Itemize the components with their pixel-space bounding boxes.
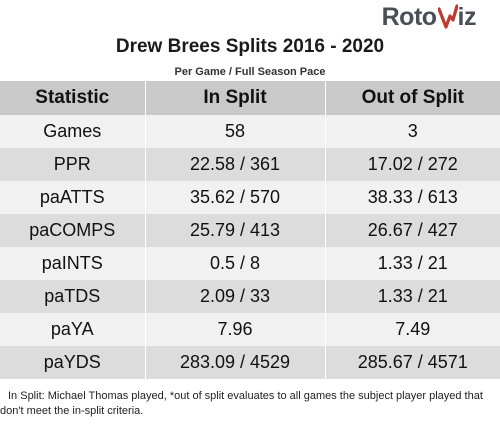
statistic-cell: paATTS [0, 181, 146, 214]
rotoviz-logo: Roto iz [381, 2, 477, 32]
statistic-cell: Games [0, 115, 146, 148]
in-split-cell: 58 [145, 115, 326, 148]
logo-text-left: Roto [381, 2, 437, 31]
out-of-split-cell: 3 [325, 115, 500, 148]
in-split-cell: 22.58 / 361 [145, 148, 326, 181]
column-header-in-split: In Split [145, 81, 326, 115]
statistic-cell: paYDS [0, 346, 146, 379]
table-header-row: Statistic In Split Out of Split [0, 81, 500, 115]
in-split-cell: 2.09 / 33 [145, 280, 326, 313]
out-of-split-cell: 1.33 / 21 [325, 247, 500, 280]
out-of-split-cell: 38.33 / 613 [325, 181, 500, 214]
out-of-split-cell: 1.33 / 21 [325, 280, 500, 313]
footnote: In Split: Michael Thomas played, *out of… [0, 390, 483, 417]
statistic-cell: paYA [0, 313, 146, 346]
statistic-cell: paINTS [0, 247, 146, 280]
logo-text-right: iz [457, 2, 477, 31]
table-row: paCOMPS 25.79 / 413 26.67 / 427 [0, 214, 500, 247]
out-of-split-cell: 17.02 / 272 [325, 148, 500, 181]
page-subtitle: Per Game / Full Season Pace [174, 66, 326, 78]
statistic-cell: paTDS [0, 280, 146, 313]
out-of-split-cell: 7.49 [325, 313, 500, 346]
table-row: paTDS 2.09 / 33 1.33 / 21 [0, 280, 500, 313]
page-title: Drew Brees Splits 2016 - 2020 [115, 36, 385, 57]
in-split-cell: 283.09 / 4529 [145, 346, 326, 379]
table-row: paYA 7.96 7.49 [0, 313, 500, 346]
table-row: paYDS 283.09 / 4529 285.67 / 4571 [0, 346, 500, 379]
in-split-cell: 7.96 [145, 313, 326, 346]
table-row: Games 58 3 [0, 115, 500, 148]
table-row: paINTS 0.5 / 8 1.33 / 21 [0, 247, 500, 280]
in-split-cell: 0.5 / 8 [145, 247, 326, 280]
statistic-cell: paCOMPS [0, 214, 146, 247]
in-split-cell: 25.79 / 413 [145, 214, 326, 247]
out-of-split-cell: 285.67 / 4571 [325, 346, 500, 379]
statistic-cell: PPR [0, 148, 146, 181]
column-header-statistic: Statistic [0, 81, 146, 115]
in-split-cell: 35.62 / 570 [145, 181, 326, 214]
column-header-out-of-split: Out of Split [325, 81, 500, 115]
table-row: PPR 22.58 / 361 17.02 / 272 [0, 148, 500, 181]
table-row: paATTS 35.62 / 570 38.33 / 613 [0, 181, 500, 214]
splits-table: Statistic In Split Out of Split Games 58… [0, 81, 500, 379]
logo-v-mark-icon [437, 4, 458, 30]
out-of-split-cell: 26.67 / 427 [325, 214, 500, 247]
